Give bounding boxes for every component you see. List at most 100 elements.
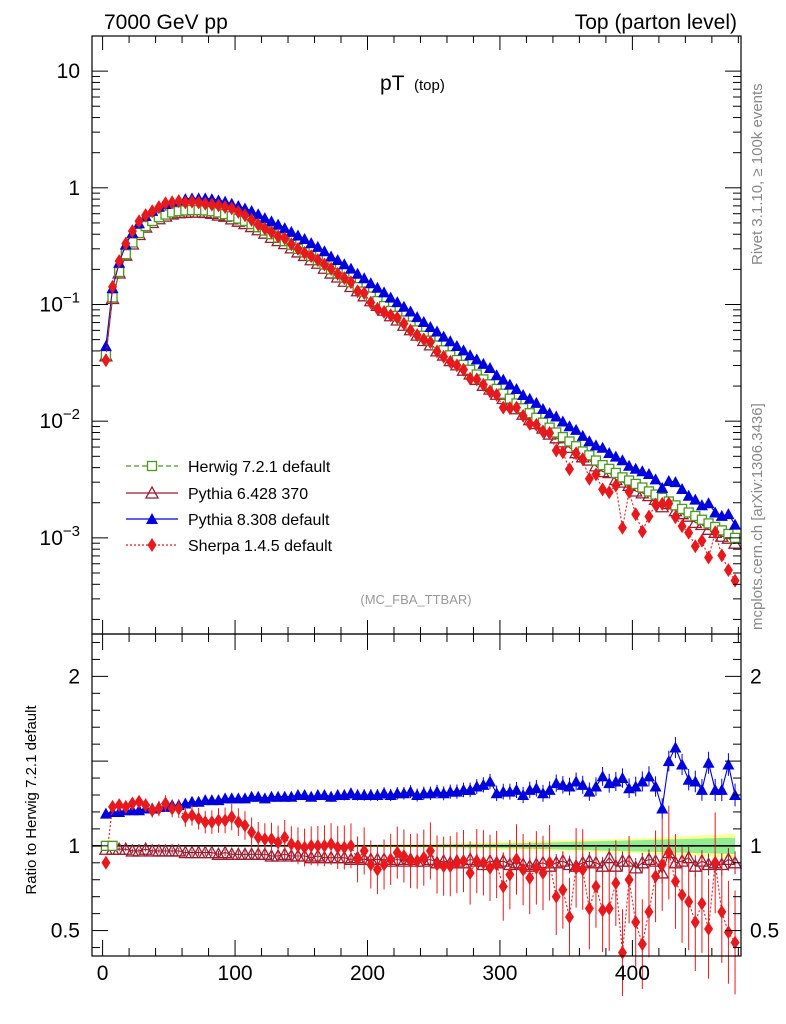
- sherpa-point: [108, 279, 118, 294]
- sherpa-point: [366, 295, 376, 310]
- sherpa-ratio-point: [353, 852, 363, 867]
- sherpa-point: [472, 372, 482, 387]
- pythia8-ratio-point: [378, 787, 391, 799]
- sherpa-point: [280, 231, 290, 246]
- sherpa-point: [194, 195, 204, 210]
- pythia8-point: [623, 459, 636, 471]
- sherpa-point: [704, 550, 714, 565]
- sherpa-point: [624, 484, 634, 499]
- sherpa-point: [730, 573, 740, 588]
- pythia8-ratio-point: [636, 775, 649, 787]
- pythia8-point: [709, 506, 722, 518]
- sherpa-point: [611, 478, 621, 493]
- y-tick-label: 10−2: [40, 406, 80, 433]
- pythia8-point: [702, 497, 715, 509]
- x-tick-label: 200: [350, 962, 385, 985]
- sherpa-ratio-point: [339, 840, 349, 855]
- sherpa-point: [213, 198, 223, 213]
- ratio-y-tick-label: 2: [68, 665, 80, 688]
- sherpa-point: [598, 482, 608, 497]
- pythia6-ratio-point: [171, 843, 186, 857]
- pythia6-ratio-point: [257, 846, 272, 860]
- pythia6-ratio-point: [118, 841, 133, 855]
- sherpa-point: [571, 446, 581, 461]
- sherpa-ratio-point: [114, 798, 124, 813]
- legend-item-herwig: Herwig 7.2.1 default: [126, 459, 331, 476]
- sherpa-ratio-point: [551, 889, 561, 904]
- sherpa-point: [677, 519, 687, 534]
- pythia8-point: [729, 518, 742, 530]
- pythia8-ratio-point: [576, 778, 589, 790]
- sherpa-point: [346, 275, 356, 290]
- pythia8-point: [543, 407, 556, 419]
- sherpa-point: [637, 524, 647, 539]
- sherpa-point: [353, 284, 363, 299]
- pythia8-point: [497, 373, 510, 385]
- sherpa-point: [584, 471, 594, 486]
- sherpa-ratio-point: [432, 857, 442, 872]
- sherpa-point: [617, 520, 627, 535]
- pythia8-point: [298, 233, 311, 245]
- pythia8-point: [457, 344, 470, 356]
- pythia8-point: [656, 481, 669, 493]
- process-label: Top (parton level): [575, 11, 737, 34]
- pythia6-ratio-point: [562, 857, 577, 871]
- pythia8-point: [285, 225, 298, 237]
- pythia8-point: [391, 296, 404, 308]
- sherpa-ratio-point: [359, 843, 369, 858]
- sherpa-point: [406, 323, 416, 338]
- sherpa-ratio-point: [174, 801, 184, 816]
- sherpa-point: [664, 496, 674, 511]
- pythia8-point: [616, 454, 629, 466]
- legend-label: Herwig 7.2.1 default: [188, 459, 331, 476]
- sherpa-point: [220, 200, 230, 215]
- sherpa-point: [723, 563, 733, 578]
- sherpa-ratio-point: [677, 887, 687, 902]
- sherpa-point: [564, 462, 574, 477]
- pythia8-ratio-point: [510, 783, 523, 795]
- legend-swatch-marker: [147, 538, 157, 552]
- pythia6-ratio-point: [138, 841, 153, 855]
- pythia6-ratio-point: [635, 855, 650, 869]
- sherpa-ratio-point: [730, 935, 740, 950]
- pythia8-ratio-point: [689, 775, 702, 787]
- sherpa-point: [558, 445, 568, 460]
- pythia8-point: [371, 281, 384, 293]
- pythia8-point: [563, 420, 576, 432]
- sherpa-point: [478, 377, 488, 392]
- sherpa-point: [432, 344, 442, 359]
- pythia8-ratio-point: [517, 789, 530, 800]
- y-tick-label: 1: [68, 177, 80, 200]
- sherpa-point: [717, 548, 727, 563]
- sherpa-ratio-point: [492, 857, 502, 872]
- pythia6-ratio-point: [602, 850, 617, 864]
- sherpa-ratio-point: [465, 865, 475, 880]
- pythia8-point: [490, 369, 503, 381]
- sherpa-ratio-series: [101, 794, 740, 996]
- sherpa-point: [200, 196, 210, 211]
- ratio-axis-label: Ratio to Herwig 7.2.1 default: [23, 705, 40, 895]
- pythia8-ratio-point: [695, 783, 708, 795]
- legend-label: Pythia 8.308 default: [188, 512, 330, 529]
- sherpa-point: [174, 194, 184, 209]
- sherpa-ratio-point: [167, 801, 177, 816]
- sherpa-point: [114, 254, 124, 269]
- sherpa-ratio-point: [293, 838, 303, 853]
- sherpa-point: [525, 416, 535, 431]
- sherpa-ratio-point: [651, 869, 661, 884]
- pythia8-point: [384, 291, 397, 303]
- sherpa-point: [631, 507, 641, 522]
- pythia8-ratio-point: [583, 785, 596, 797]
- herwig-point: [584, 450, 595, 461]
- pythia8-point: [576, 429, 589, 441]
- pythia8-point: [596, 441, 609, 453]
- sherpa-ratio-point: [604, 901, 614, 916]
- ratio-y-tick-label-right: 0.5: [750, 920, 779, 943]
- sherpa-point: [684, 525, 694, 540]
- sherpa-ratio-point: [670, 874, 680, 889]
- sherpa-ratio-point: [439, 859, 449, 874]
- pythia8-point: [311, 240, 324, 252]
- sherpa-ratio-point: [505, 867, 515, 882]
- sherpa-point: [392, 310, 402, 325]
